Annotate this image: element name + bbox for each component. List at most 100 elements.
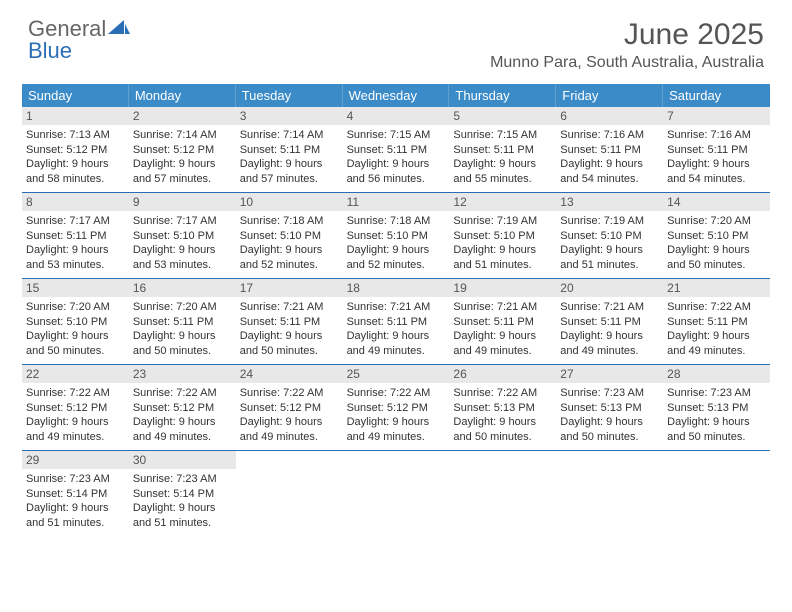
day-content: Sunrise: 7:22 AMSunset: 5:12 PMDaylight:… [240, 386, 341, 444]
month-title: June 2025 [490, 18, 764, 52]
day-cell: 13 Sunrise: 7:19 AMSunset: 5:10 PMDayligh… [556, 193, 663, 278]
day-content: Sunrise: 7:23 AMSunset: 5:13 PMDaylight:… [560, 386, 661, 444]
day-cell: 5 Sunrise: 7:15 AMSunset: 5:11 PMDaylight… [449, 107, 556, 192]
day-cell: 17 Sunrise: 7:21 AMSunset: 5:11 PMDayligh… [236, 279, 343, 364]
day-number: 9 [129, 193, 236, 211]
day-number: 19 [449, 279, 556, 297]
day-number: 1 [22, 107, 129, 125]
day-content: Sunrise: 7:18 AMSunset: 5:10 PMDaylight:… [240, 214, 341, 272]
day-cell: 24 Sunrise: 7:22 AMSunset: 5:12 PMDayligh… [236, 365, 343, 450]
day-number: 20 [556, 279, 663, 297]
weekday-header: Sunday [22, 84, 129, 107]
day-content: Sunrise: 7:21 AMSunset: 5:11 PMDaylight:… [240, 300, 341, 358]
day-cell-empty [343, 451, 450, 536]
day-number: 26 [449, 365, 556, 383]
day-cell: 30 Sunrise: 7:23 AMSunset: 5:14 PMDayligh… [129, 451, 236, 536]
day-cell: 12Sunrise: 7:19 AMSunset: 5:10 PMDayligh… [449, 193, 556, 278]
day-cell-empty [236, 451, 343, 536]
week-row: 29Sunrise: 7:23 AMSunset: 5:14 PMDayligh… [22, 451, 770, 536]
day-content: Sunrise: 7:23 AMSunset: 5:13 PMDaylight:… [667, 386, 768, 444]
day-number: 21 [663, 279, 770, 297]
day-number: 29 [22, 451, 129, 469]
day-number: 28 [663, 365, 770, 383]
day-content: Sunrise: 7:22 AMSunset: 5:11 PMDaylight:… [667, 300, 768, 358]
day-cell: 14 Sunrise: 7:20 AMSunset: 5:10 PMDayligh… [663, 193, 770, 278]
day-number: 4 [343, 107, 450, 125]
day-number: 14 [663, 193, 770, 211]
day-content: Sunrise: 7:14 AMSunset: 5:12 PMDaylight:… [133, 128, 234, 186]
day-content: Sunrise: 7:21 AMSunset: 5:11 PMDaylight:… [347, 300, 448, 358]
day-number: 5 [449, 107, 556, 125]
day-number: 15 [22, 279, 129, 297]
day-cell-empty [449, 451, 556, 536]
week-row: 1 Sunrise: 7:13 AMSunset: 5:12 PMDaylight… [22, 107, 770, 193]
weekday-header: Wednesday [343, 84, 450, 107]
day-number: 24 [236, 365, 343, 383]
day-content: Sunrise: 7:14 AMSunset: 5:11 PMDaylight:… [240, 128, 341, 186]
title-block: June 2025 Munno Para, South Australia, A… [490, 18, 764, 72]
day-content: Sunrise: 7:19 AMSunset: 5:10 PMDaylight:… [453, 214, 554, 272]
day-content: Sunrise: 7:18 AMSunset: 5:10 PMDaylight:… [347, 214, 448, 272]
day-content: Sunrise: 7:23 AMSunset: 5:14 PMDaylight:… [133, 472, 234, 530]
header: General Blue June 2025 Munno Para, South… [0, 0, 792, 76]
day-cell: 16 Sunrise: 7:20 AMSunset: 5:11 PMDayligh… [129, 279, 236, 364]
day-cell: 26Sunrise: 7:22 AMSunset: 5:13 PMDayligh… [449, 365, 556, 450]
day-number: 3 [236, 107, 343, 125]
day-number: 8 [22, 193, 129, 211]
logo: General Blue [28, 18, 130, 62]
day-cell: 18 Sunrise: 7:21 AMSunset: 5:11 PMDayligh… [343, 279, 450, 364]
logo-line2: Blue [28, 38, 72, 63]
day-number: 22 [22, 365, 129, 383]
day-content: Sunrise: 7:16 AMSunset: 5:11 PMDaylight:… [560, 128, 661, 186]
day-number: 16 [129, 279, 236, 297]
day-number: 30 [129, 451, 236, 469]
week-row: 8 Sunrise: 7:17 AMSunset: 5:11 PMDaylight… [22, 193, 770, 279]
weekday-header: Thursday [449, 84, 556, 107]
day-cell: 28 Sunrise: 7:23 AMSunset: 5:13 PMDayligh… [663, 365, 770, 450]
day-content: Sunrise: 7:20 AMSunset: 5:10 PMDaylight:… [667, 214, 768, 272]
day-number: 6 [556, 107, 663, 125]
day-cell: 25 Sunrise: 7:22 AMSunset: 5:12 PMDayligh… [343, 365, 450, 450]
day-content: Sunrise: 7:15 AMSunset: 5:11 PMDaylight:… [347, 128, 448, 186]
weekday-header: Tuesday [236, 84, 343, 107]
day-content: Sunrise: 7:19 AMSunset: 5:10 PMDaylight:… [560, 214, 661, 272]
day-number: 25 [343, 365, 450, 383]
day-content: Sunrise: 7:21 AMSunset: 5:11 PMDaylight:… [560, 300, 661, 358]
day-cell: 7 Sunrise: 7:16 AMSunset: 5:11 PMDaylight… [663, 107, 770, 192]
week-row: 15Sunrise: 7:20 AMSunset: 5:10 PMDayligh… [22, 279, 770, 365]
day-cell: 21 Sunrise: 7:22 AMSunset: 5:11 PMDayligh… [663, 279, 770, 364]
day-cell: 6 Sunrise: 7:16 AMSunset: 5:11 PMDaylight… [556, 107, 663, 192]
day-cell-empty [663, 451, 770, 536]
day-number: 18 [343, 279, 450, 297]
day-cell: 4 Sunrise: 7:15 AMSunset: 5:11 PMDaylight… [343, 107, 450, 192]
day-content: Sunrise: 7:23 AMSunset: 5:14 PMDaylight:… [26, 472, 127, 530]
day-cell: 10Sunrise: 7:18 AMSunset: 5:10 PMDayligh… [236, 193, 343, 278]
day-content: Sunrise: 7:13 AMSunset: 5:12 PMDaylight:… [26, 128, 127, 186]
day-cell: 19 Sunrise: 7:21 AMSunset: 5:11 PMDayligh… [449, 279, 556, 364]
calendar: SundayMondayTuesdayWednesdayThursdayFrid… [0, 76, 792, 536]
day-cell: 3 Sunrise: 7:14 AMSunset: 5:11 PMDaylight… [236, 107, 343, 192]
day-number: 17 [236, 279, 343, 297]
day-cell: 9Sunrise: 7:17 AMSunset: 5:10 PMDaylight… [129, 193, 236, 278]
day-content: Sunrise: 7:20 AMSunset: 5:11 PMDaylight:… [133, 300, 234, 358]
day-cell: 15Sunrise: 7:20 AMSunset: 5:10 PMDayligh… [22, 279, 129, 364]
day-content: Sunrise: 7:15 AMSunset: 5:11 PMDaylight:… [453, 128, 554, 186]
location: Munno Para, South Australia, Australia [490, 54, 764, 72]
day-number: 27 [556, 365, 663, 383]
logo-sail-icon [108, 18, 130, 40]
day-content: Sunrise: 7:21 AMSunset: 5:11 PMDaylight:… [453, 300, 554, 358]
weekday-header: Friday [556, 84, 663, 107]
day-number: 13 [556, 193, 663, 211]
day-cell: 1 Sunrise: 7:13 AMSunset: 5:12 PMDaylight… [22, 107, 129, 192]
day-content: Sunrise: 7:22 AMSunset: 5:12 PMDaylight:… [133, 386, 234, 444]
day-content: Sunrise: 7:16 AMSunset: 5:11 PMDaylight:… [667, 128, 768, 186]
day-number: 7 [663, 107, 770, 125]
day-cell: 22Sunrise: 7:22 AMSunset: 5:12 PMDayligh… [22, 365, 129, 450]
weekday-header: Saturday [663, 84, 770, 107]
logo-text: General Blue [28, 18, 130, 62]
day-cell: 2 Sunrise: 7:14 AMSunset: 5:12 PMDaylight… [129, 107, 236, 192]
day-content: Sunrise: 7:17 AMSunset: 5:11 PMDaylight:… [26, 214, 127, 272]
day-content: Sunrise: 7:22 AMSunset: 5:12 PMDaylight:… [347, 386, 448, 444]
day-cell: 8 Sunrise: 7:17 AMSunset: 5:11 PMDaylight… [22, 193, 129, 278]
day-number: 2 [129, 107, 236, 125]
